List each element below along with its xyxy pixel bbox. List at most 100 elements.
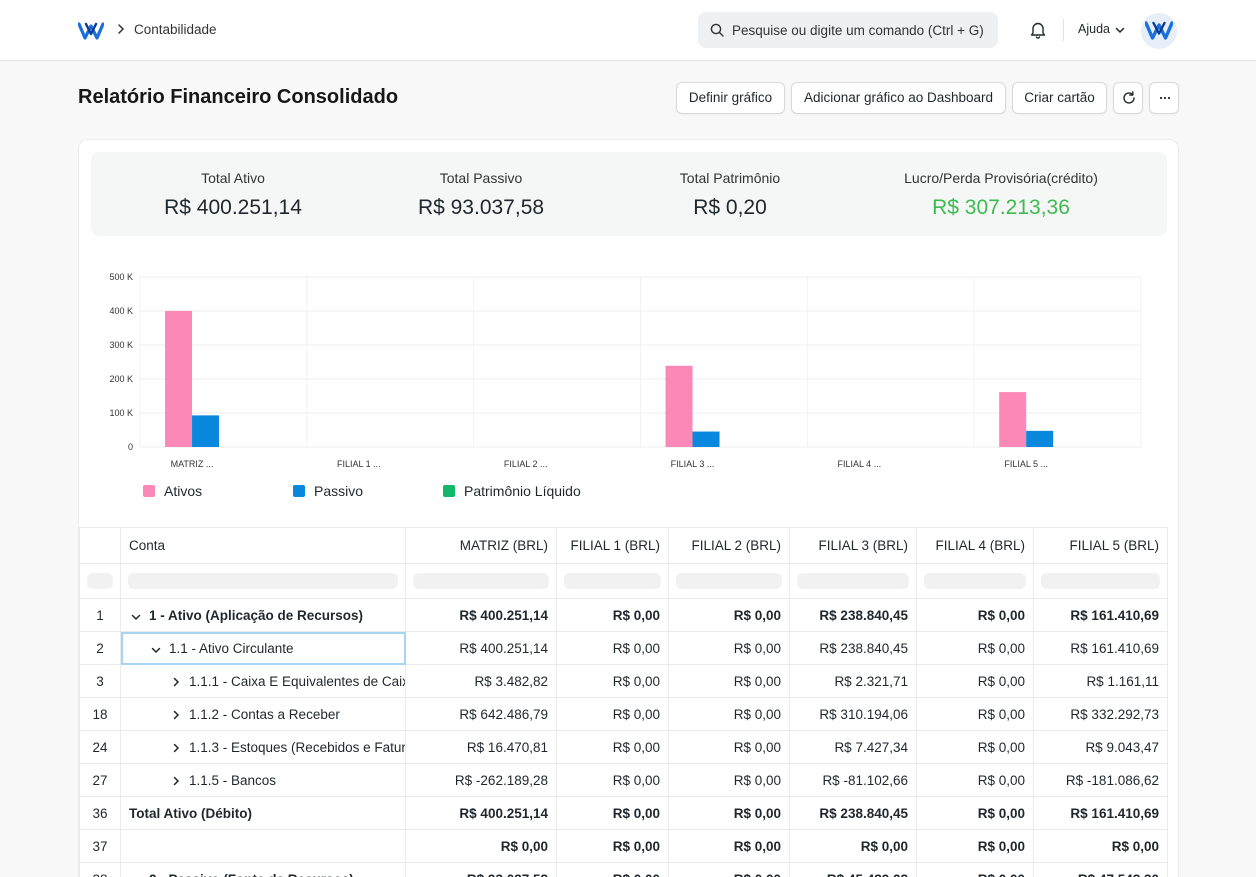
value-cell-matriz[interactable]: R$ 93.037,58 — [405, 862, 557, 877]
value-cell-filial-5[interactable]: R$ 161.410,69 — [1033, 598, 1168, 632]
value-cell-filial-1[interactable]: R$ 0,00 — [556, 598, 669, 632]
value-cell-filial-3[interactable]: R$ 238.840,45 — [789, 796, 917, 830]
account-cell[interactable]: 1 - Ativo (Aplicação de Recursos) — [120, 598, 406, 632]
value-cell-filial-1[interactable]: R$ 0,00 — [556, 862, 669, 877]
value-cell-filial-3[interactable]: R$ 7.427,34 — [789, 730, 917, 764]
value-cell-matriz[interactable]: R$ 16.470,81 — [405, 730, 557, 764]
chevron-right-icon[interactable] — [169, 773, 183, 788]
define-chart-button[interactable]: Definir gráfico — [676, 82, 785, 114]
value-cell-filial-2[interactable]: R$ 0,00 — [668, 631, 790, 665]
value-cell-filial-3[interactable]: R$ 2.321,71 — [789, 664, 917, 698]
bar-ativos-0[interactable] — [165, 310, 193, 447]
value-cell-filial-2[interactable]: R$ 0,00 — [668, 664, 790, 698]
value-cell-matriz[interactable]: R$ 642.486,79 — [405, 697, 557, 731]
create-card-button[interactable]: Criar cartão — [1012, 82, 1107, 114]
column-header-matriz[interactable]: MATRIZ (BRL) — [405, 527, 557, 564]
legend-item-passivo[interactable]: Passivo — [314, 483, 364, 499]
value-cell-matriz[interactable]: R$ 400.251,14 — [405, 796, 557, 830]
column-header-filial-4[interactable]: FILIAL 4 (BRL) — [916, 527, 1034, 564]
value-cell-matriz[interactable]: R$ 0,00 — [405, 829, 557, 863]
value-cell-filial-1[interactable]: R$ 0,00 — [556, 631, 669, 665]
value-cell-filial-2[interactable]: R$ 0,00 — [668, 598, 790, 632]
value-cell-filial-1[interactable]: R$ 0,00 — [556, 697, 669, 731]
table-row[interactable]: 18 1.1.2 - Contas a Receber R$ 642.486,79 R… — [79, 697, 1168, 731]
legend-item-patrimonio[interactable]: Patrimônio Líquido — [464, 483, 581, 499]
value-cell-filial-2[interactable]: R$ 0,00 — [668, 829, 790, 863]
bar-ativos-5[interactable] — [999, 392, 1027, 447]
value-cell-filial-1[interactable]: R$ 0,00 — [556, 730, 669, 764]
value-cell-filial-1[interactable]: R$ 0,00 — [556, 829, 669, 863]
table-row[interactable]: 27 1.1.5 - Bancos R$ -262.189,28 R$ 0,00 R$ … — [79, 763, 1168, 797]
value-cell-filial-3[interactable]: R$ -81.102,66 — [789, 763, 917, 797]
column-header-conta[interactable]: Conta — [120, 527, 406, 564]
value-cell-filial-3[interactable]: R$ 310.194,06 — [789, 697, 917, 731]
value-cell-filial-2[interactable]: R$ 0,00 — [668, 730, 790, 764]
table-row[interactable]: 3 1.1.1 - Caixa E Equivalentes de Caixa R$… — [79, 664, 1168, 698]
value-cell-matriz[interactable]: R$ 400.251,14 — [405, 631, 557, 665]
value-cell-filial-5[interactable]: R$ 161.410,69 — [1033, 631, 1168, 665]
value-cell-filial-3[interactable]: R$ 238.840,45 — [789, 631, 917, 665]
help-menu[interactable]: Ajuda — [1078, 22, 1110, 36]
column-header-filial-1[interactable]: FILIAL 1 (BRL) — [556, 527, 669, 564]
value-cell-filial-2[interactable]: R$ 0,00 — [668, 796, 790, 830]
value-cell-filial-5[interactable]: R$ -181.086,62 — [1033, 763, 1168, 797]
legend-item-ativos[interactable]: Ativos — [164, 483, 203, 499]
filter-input[interactable] — [564, 573, 661, 589]
bar-passivo-0[interactable] — [192, 415, 220, 447]
value-cell-filial-5[interactable]: R$ 9.043,47 — [1033, 730, 1168, 764]
filter-input[interactable] — [924, 573, 1026, 589]
value-cell-filial-4[interactable]: R$ 0,00 — [916, 631, 1034, 665]
value-cell-filial-1[interactable]: R$ 0,00 — [556, 796, 669, 830]
table-row[interactable]: 2 1.1 - Ativo Circulante R$ 400.251,14 R$ 0… — [79, 631, 1168, 665]
account-cell[interactable]: Total Ativo (Débito) — [120, 796, 406, 830]
filter-input[interactable] — [797, 573, 909, 589]
table-row[interactable]: 24 1.1.3 - Estoques (Recebidos e Faturado… — [79, 730, 1168, 764]
add-chart-to-dashboard-button[interactable]: Adicionar gráfico ao Dashboard — [791, 82, 1006, 114]
bar-ativos-3[interactable] — [665, 365, 693, 447]
value-cell-filial-1[interactable]: R$ 0,00 — [556, 664, 669, 698]
account-cell[interactable]: 1.1.5 - Bancos — [120, 763, 406, 797]
value-cell-filial-4[interactable]: R$ 0,00 — [916, 862, 1034, 877]
value-cell-filial-5[interactable]: R$ 161.410,69 — [1033, 796, 1168, 830]
filter-input[interactable] — [87, 573, 113, 589]
bar-passivo-3[interactable] — [692, 431, 720, 447]
search-input[interactable] — [732, 12, 994, 48]
filter-input[interactable] — [128, 573, 398, 589]
value-cell-filial-5[interactable]: R$ 0,00 — [1033, 829, 1168, 863]
chevron-down-icon[interactable] — [1115, 27, 1125, 34]
search-bar[interactable] — [698, 12, 998, 48]
value-cell-filial-4[interactable]: R$ 0,00 — [916, 664, 1034, 698]
account-cell[interactable] — [120, 829, 406, 863]
filter-input[interactable] — [1041, 573, 1160, 589]
table-row[interactable]: 1 1 - Ativo (Aplicação de Recursos) R$ 400… — [79, 598, 1168, 632]
value-cell-filial-4[interactable]: R$ 0,00 — [916, 598, 1034, 632]
chevron-down-icon[interactable] — [129, 872, 143, 877]
account-cell[interactable]: 2 - Passivo (Fonte de Recursos) — [120, 862, 406, 877]
value-cell-filial-3[interactable]: R$ 0,00 — [789, 829, 917, 863]
filter-input[interactable] — [676, 573, 782, 589]
notification-bell-icon[interactable] — [1029, 20, 1047, 40]
value-cell-matriz[interactable]: R$ 3.482,82 — [405, 664, 557, 698]
filter-input[interactable] — [413, 573, 549, 589]
value-cell-matriz[interactable]: R$ 400.251,14 — [405, 598, 557, 632]
bar-passivo-5[interactable] — [1026, 430, 1054, 447]
value-cell-filial-2[interactable]: R$ 0,00 — [668, 697, 790, 731]
breadcrumb[interactable]: Contabilidade — [134, 22, 217, 37]
column-header-filial-2[interactable]: FILIAL 2 (BRL) — [668, 527, 790, 564]
value-cell-filial-4[interactable]: R$ 0,00 — [916, 730, 1034, 764]
table-row[interactable]: 36 Total Ativo (Débito) R$ 400.251,14 R$ 0,… — [79, 796, 1168, 830]
app-logo-icon[interactable] — [78, 20, 104, 42]
account-cell[interactable]: 1.1.1 - Caixa E Equivalentes de Caixa — [120, 664, 406, 698]
value-cell-filial-5[interactable]: R$ 332.292,73 — [1033, 697, 1168, 731]
column-header-filial-3[interactable]: FILIAL 3 (BRL) — [789, 527, 917, 564]
chevron-right-icon[interactable] — [169, 674, 183, 689]
value-cell-filial-5[interactable]: R$ 1.161,11 — [1033, 664, 1168, 698]
value-cell-filial-5[interactable]: R$ 47.548,30 — [1033, 862, 1168, 877]
value-cell-filial-3[interactable]: R$ 45.489,28 — [789, 862, 917, 877]
value-cell-filial-2[interactable]: R$ 0,00 — [668, 763, 790, 797]
chevron-right-icon[interactable] — [169, 707, 183, 722]
table-row[interactable]: 37 R$ 0,00 R$ 0,00 R$ 0,00 R$ 0,00 R$ 0,00 R$ … — [79, 829, 1168, 863]
value-cell-filial-1[interactable]: R$ 0,00 — [556, 763, 669, 797]
more-options-button[interactable] — [1149, 82, 1179, 114]
table-row[interactable]: 38 2 - Passivo (Fonte de Recursos) R$ 93.0… — [79, 862, 1168, 877]
